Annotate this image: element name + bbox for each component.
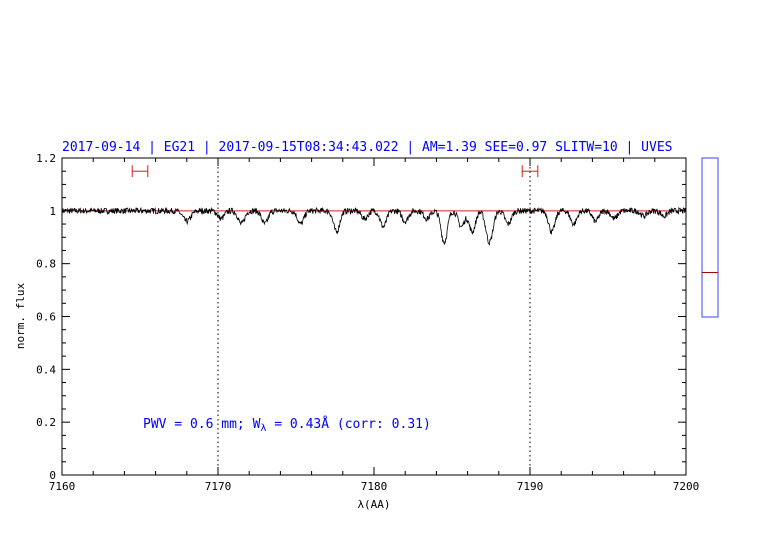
error-bar-marker [131,165,149,178]
y-tick-label: 1 [49,205,56,218]
spectrum-line [61,206,687,246]
x-tick-label: 7170 [205,480,232,493]
y-tick-label: 1.2 [36,152,56,165]
x-axis-label: λ(AA) [357,498,390,511]
pwv-annotation: PWV = 0.6 mm; Wλ = 0.43Å (corr: 0.31) [143,416,431,434]
y-tick-label: 0.4 [36,363,56,376]
x-tick-label: 7160 [49,480,76,493]
x-tick-label: 7180 [361,480,388,493]
y-tick-label: 0.2 [36,416,56,429]
chart-title: 2017-09-14 | EG21 | 2017-09-15T08:34:43.… [62,140,672,155]
y-axis-label: norm. flux [14,283,27,350]
side-panel [701,157,719,318]
side-panel-box [701,157,719,318]
x-tick-label: 7200 [673,480,700,493]
y-tick-label: 0.6 [36,311,56,324]
x-tick-label: 7190 [517,480,544,493]
y-tick-label: 0.8 [36,258,56,271]
plot-area: 7160 7170 7180 7190 7200 0 0.2 0.4 0.6 0.8 1 1.2 [36,152,699,493]
y-tick-label: 0 [49,469,56,482]
error-bar-marker [521,165,539,178]
